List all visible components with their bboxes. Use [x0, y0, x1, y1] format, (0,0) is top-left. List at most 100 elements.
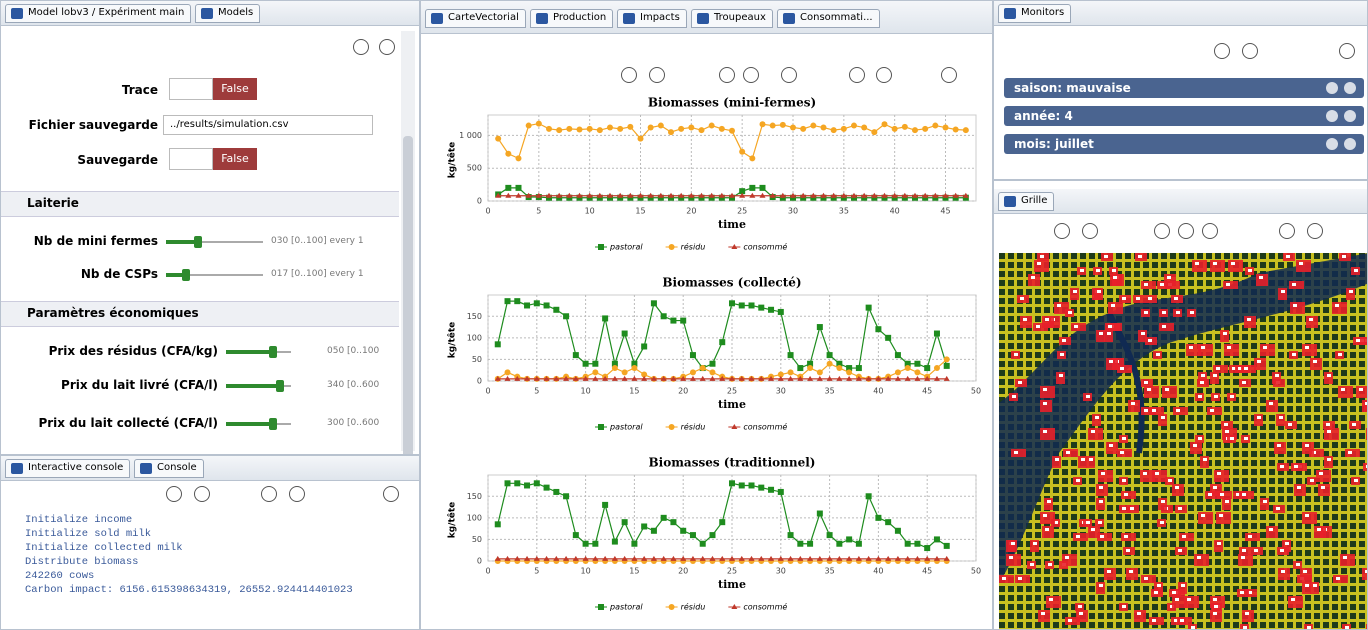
data-point [760, 185, 766, 191]
farm-cell [1359, 388, 1363, 391]
toolbar-icon[interactable] [166, 486, 182, 502]
tab[interactable]: Consommati... [777, 9, 880, 28]
toolbar-icon[interactable] [194, 486, 210, 502]
farm-cell [1318, 484, 1330, 496]
toolbar-icon[interactable] [379, 39, 395, 55]
scrollbar[interactable] [401, 31, 415, 451]
farm-cell [1200, 381, 1204, 384]
toolbar-icon[interactable] [1178, 223, 1194, 239]
farm-cell [1272, 372, 1281, 384]
toolbar-icon[interactable] [781, 67, 797, 83]
farm-cell [1198, 512, 1213, 524]
monitor-button[interactable] [1344, 82, 1356, 94]
data-point [668, 129, 674, 135]
farm-cell [1120, 367, 1124, 370]
monitor-button[interactable] [1344, 138, 1356, 150]
tab[interactable]: Impacts [617, 9, 687, 28]
slider-knob[interactable] [182, 269, 190, 281]
toolbar-icon[interactable] [1202, 223, 1218, 239]
toolbar-icon[interactable] [1214, 43, 1230, 59]
slider-knob[interactable] [194, 236, 202, 248]
data-point [592, 361, 598, 367]
slider-knob[interactable] [269, 346, 277, 358]
farm-cell [1217, 491, 1232, 499]
farm-cell [1009, 556, 1013, 559]
farm-cell [1178, 507, 1182, 510]
farm-cell [1310, 479, 1314, 482]
farm-cell [1023, 318, 1027, 321]
monitor-button[interactable] [1326, 110, 1338, 122]
farm-cell [1324, 372, 1333, 384]
toolbar-icon[interactable] [849, 67, 865, 83]
field-label: Sauvegarde [1, 153, 158, 167]
monitor-button[interactable] [1326, 82, 1338, 94]
farm-cell [1076, 535, 1080, 538]
farm-cell [1124, 535, 1128, 538]
toolbar-icon[interactable] [1054, 223, 1070, 239]
slider-knob[interactable] [269, 418, 277, 430]
farm-cell [1168, 479, 1172, 482]
farm-cell [1122, 605, 1126, 608]
tab[interactable]: Production [530, 9, 613, 28]
tab[interactable]: Interactive console [5, 459, 130, 478]
toolbar-icon[interactable] [649, 67, 665, 83]
tab[interactable]: Model lobv3 / Expériment main [5, 4, 191, 23]
farm-cell [1096, 498, 1105, 510]
farm-cell [1336, 577, 1340, 580]
farm-cell [1327, 458, 1331, 461]
farm-cell [1257, 416, 1261, 419]
tab[interactable]: Troupeaux [691, 9, 773, 28]
tab[interactable]: Monitors [998, 4, 1071, 23]
farm-cell [1181, 584, 1185, 587]
toolbar-icon[interactable] [876, 67, 892, 83]
toolbar-icon[interactable] [1339, 43, 1355, 59]
farm-cell [1178, 549, 1182, 552]
toolbar-icon[interactable] [1242, 43, 1258, 59]
data-point [495, 341, 501, 347]
data-point [690, 369, 696, 375]
farm-cell [1033, 542, 1037, 545]
farm-cell [1214, 395, 1218, 398]
farm-cell [1108, 302, 1123, 314]
slider-knob[interactable] [276, 380, 284, 392]
toolbar-icon[interactable] [1154, 223, 1170, 239]
toolbar-icon[interactable] [719, 67, 735, 83]
tab[interactable]: Console [134, 459, 204, 478]
toolbar-icon[interactable] [621, 67, 637, 83]
farm-cell [1326, 423, 1330, 426]
farm-cell [1227, 346, 1231, 349]
toolbar-icon[interactable] [1082, 223, 1098, 239]
toggle-off[interactable] [169, 148, 213, 170]
toolbar-icon[interactable] [289, 486, 305, 502]
farm-cell [1086, 521, 1090, 524]
farm-cell [1088, 428, 1103, 440]
toolbar-icon[interactable] [941, 67, 957, 83]
data-point [851, 123, 857, 129]
monitor-button[interactable] [1344, 110, 1356, 122]
farm-cell [1247, 318, 1251, 321]
tab[interactable]: Models [195, 4, 260, 23]
tab[interactable]: CarteVectorial [425, 9, 526, 28]
farm-cell [1317, 528, 1321, 531]
y-axis-label: kg/tête [447, 502, 458, 539]
data-point [700, 365, 706, 371]
farm-cell [1172, 484, 1184, 496]
toolbar-icon[interactable] [1307, 223, 1323, 239]
farm-cell [1152, 619, 1156, 622]
x-tick-label: 30 [776, 567, 786, 576]
toolbar-icon[interactable] [353, 39, 369, 55]
monitor-text: mois: juillet [1014, 137, 1094, 151]
toolbar-icon[interactable] [743, 67, 759, 83]
toolbar-icon[interactable] [383, 486, 399, 502]
tab[interactable]: Grille [998, 192, 1054, 211]
farm-cell [1086, 456, 1095, 468]
farm-cell [1260, 498, 1269, 510]
farm-cell [1248, 269, 1252, 272]
farm-cell [1342, 255, 1346, 258]
monitor-button[interactable] [1326, 138, 1338, 150]
toolbar-icon[interactable] [1279, 223, 1295, 239]
farm-cell [1046, 596, 1061, 608]
toggle-off[interactable] [169, 78, 213, 100]
toolbar-icon[interactable] [261, 486, 277, 502]
farm-cell [1294, 484, 1306, 496]
